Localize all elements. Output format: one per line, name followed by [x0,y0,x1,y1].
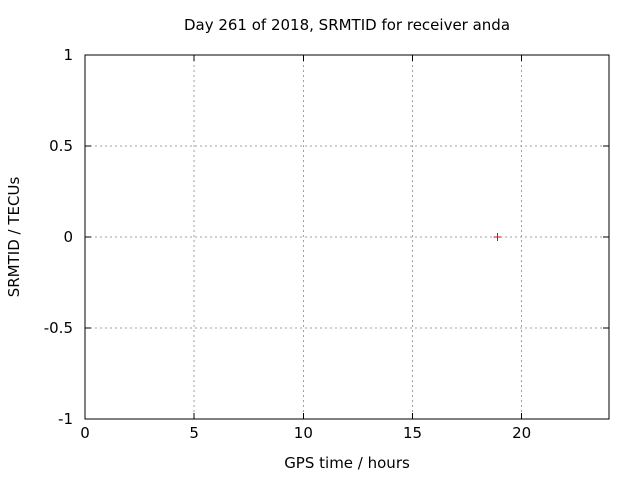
tick-layer [84,54,609,420]
y-tick-label: 1 [63,46,73,64]
x-tick-label: 5 [189,424,199,442]
series-layer [493,233,502,241]
y-tick-label: -0.5 [44,319,73,337]
x-tick-label: 20 [512,424,531,442]
chart-title: Day 261 of 2018, SRMTID for receiver and… [184,16,510,34]
y-tick-label: 0 [63,228,73,246]
x-tick-label: 10 [294,424,313,442]
y-axis-label: SRMTID / TECUs [5,177,23,298]
data-point-marker [493,233,502,241]
x-axis-label: GPS time / hours [284,454,410,472]
y-tick-label: 0.5 [49,137,73,155]
x-tick-label: 0 [80,424,90,442]
y-tick-label: -1 [58,410,73,428]
x-tick-label: 15 [403,424,422,442]
tick-label-layer: 0 5 10 15 20 -1 -0.5 0 0.5 1 [44,46,531,442]
